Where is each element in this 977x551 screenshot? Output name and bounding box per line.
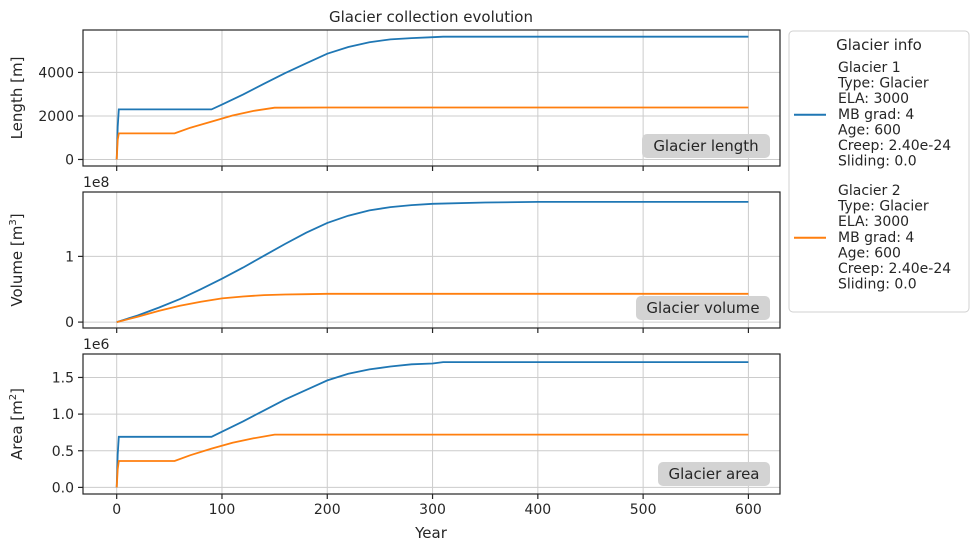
series-line-1	[116, 201, 749, 323]
x-tick-label: 600	[735, 502, 762, 518]
panel-area: 0.0 0.5 1.0 1.5 0 100 200 300 400 500 600 1e6 Area […	[8, 337, 781, 518]
y-tick-label: 2000	[38, 109, 74, 125]
y-axis-label: Volume [m3]	[8, 213, 26, 306]
x-tick-label: 400	[524, 502, 551, 518]
x-tick-label: 200	[314, 502, 341, 518]
y-axis-label: Length [m]	[8, 57, 26, 140]
panel-length: 0 2000 4000 Length [m] Glacier length	[8, 29, 781, 171]
legend-entry-text: Sliding: 0.0	[838, 277, 917, 293]
chart-title: Glacier collection evolution	[329, 8, 533, 26]
legend-entry-text: Creep: 2.40e-24	[838, 261, 951, 277]
annotation-text: Glacier length	[653, 137, 758, 155]
axes-frame	[82, 29, 781, 167]
legend-entry-text: Glacier 1	[838, 60, 901, 76]
offset-text: 1e6	[83, 337, 110, 353]
y-tick-label: 0	[65, 315, 74, 331]
axes-frame	[82, 191, 781, 329]
annotation: Glacier volume	[636, 296, 770, 320]
offset-text: 1e8	[83, 175, 109, 191]
legend-entry-text: Type: Glacier	[837, 199, 929, 215]
y-tick-label: 0.0	[52, 480, 74, 496]
y-tick-label: 0	[65, 152, 74, 168]
legend-entry-text: Creep: 2.40e-24	[838, 138, 951, 154]
annotation-text: Glacier area	[668, 465, 759, 483]
series-line-2	[115, 433, 749, 488]
x-tick-label: 300	[419, 502, 446, 518]
legend-entry-text: Sliding: 0.0	[838, 154, 917, 170]
legend-entry-text: Glacier 2	[838, 183, 901, 199]
annotation-box	[658, 462, 770, 486]
legend-entry-text: Type: Glacier	[837, 76, 929, 92]
legend-entry-text: MB grad: 4	[838, 107, 914, 123]
gridlines	[83, 354, 780, 494]
series-line-1	[115, 361, 749, 488]
series-line-1	[115, 35, 749, 160]
x-tick-label: 500	[630, 502, 657, 518]
legend-frame	[788, 30, 970, 313]
y-axis-label: Area [m2]	[8, 388, 26, 460]
legend-entry-text: Age: 600	[838, 245, 901, 261]
gridlines	[83, 30, 780, 166]
x-tick-label: 100	[209, 502, 236, 518]
y-tick-label: 1.0	[52, 407, 74, 423]
annotation-text: Glacier volume	[646, 299, 759, 317]
series-line-2	[116, 292, 749, 323]
annotation: Glacier length	[642, 134, 770, 158]
gridlines	[83, 192, 780, 328]
legend-title: Glacier info	[836, 36, 922, 54]
y-tick-label: 0.5	[52, 444, 74, 460]
annotation-box	[642, 134, 770, 158]
axes-frame	[82, 353, 781, 495]
legend-entry-text: MB grad: 4	[838, 230, 914, 246]
y-tick-label: 4000	[38, 65, 74, 81]
y-tick-label: 1.5	[52, 370, 74, 386]
legend-entry-text: ELA: 3000	[838, 91, 909, 107]
y-tick-label: 1	[65, 249, 74, 265]
annotation-box	[636, 296, 770, 320]
legend-entry-text: ELA: 3000	[838, 214, 909, 230]
annotation: Glacier area	[658, 462, 770, 486]
panel-volume: 0 1 1e8 Volume [m3] Glacier volume	[8, 175, 781, 333]
x-axis-label: Year	[414, 524, 448, 542]
legend-entry-text: Age: 600	[838, 122, 901, 138]
series-line-2	[115, 106, 749, 160]
x-tick-label: 0	[112, 502, 121, 518]
